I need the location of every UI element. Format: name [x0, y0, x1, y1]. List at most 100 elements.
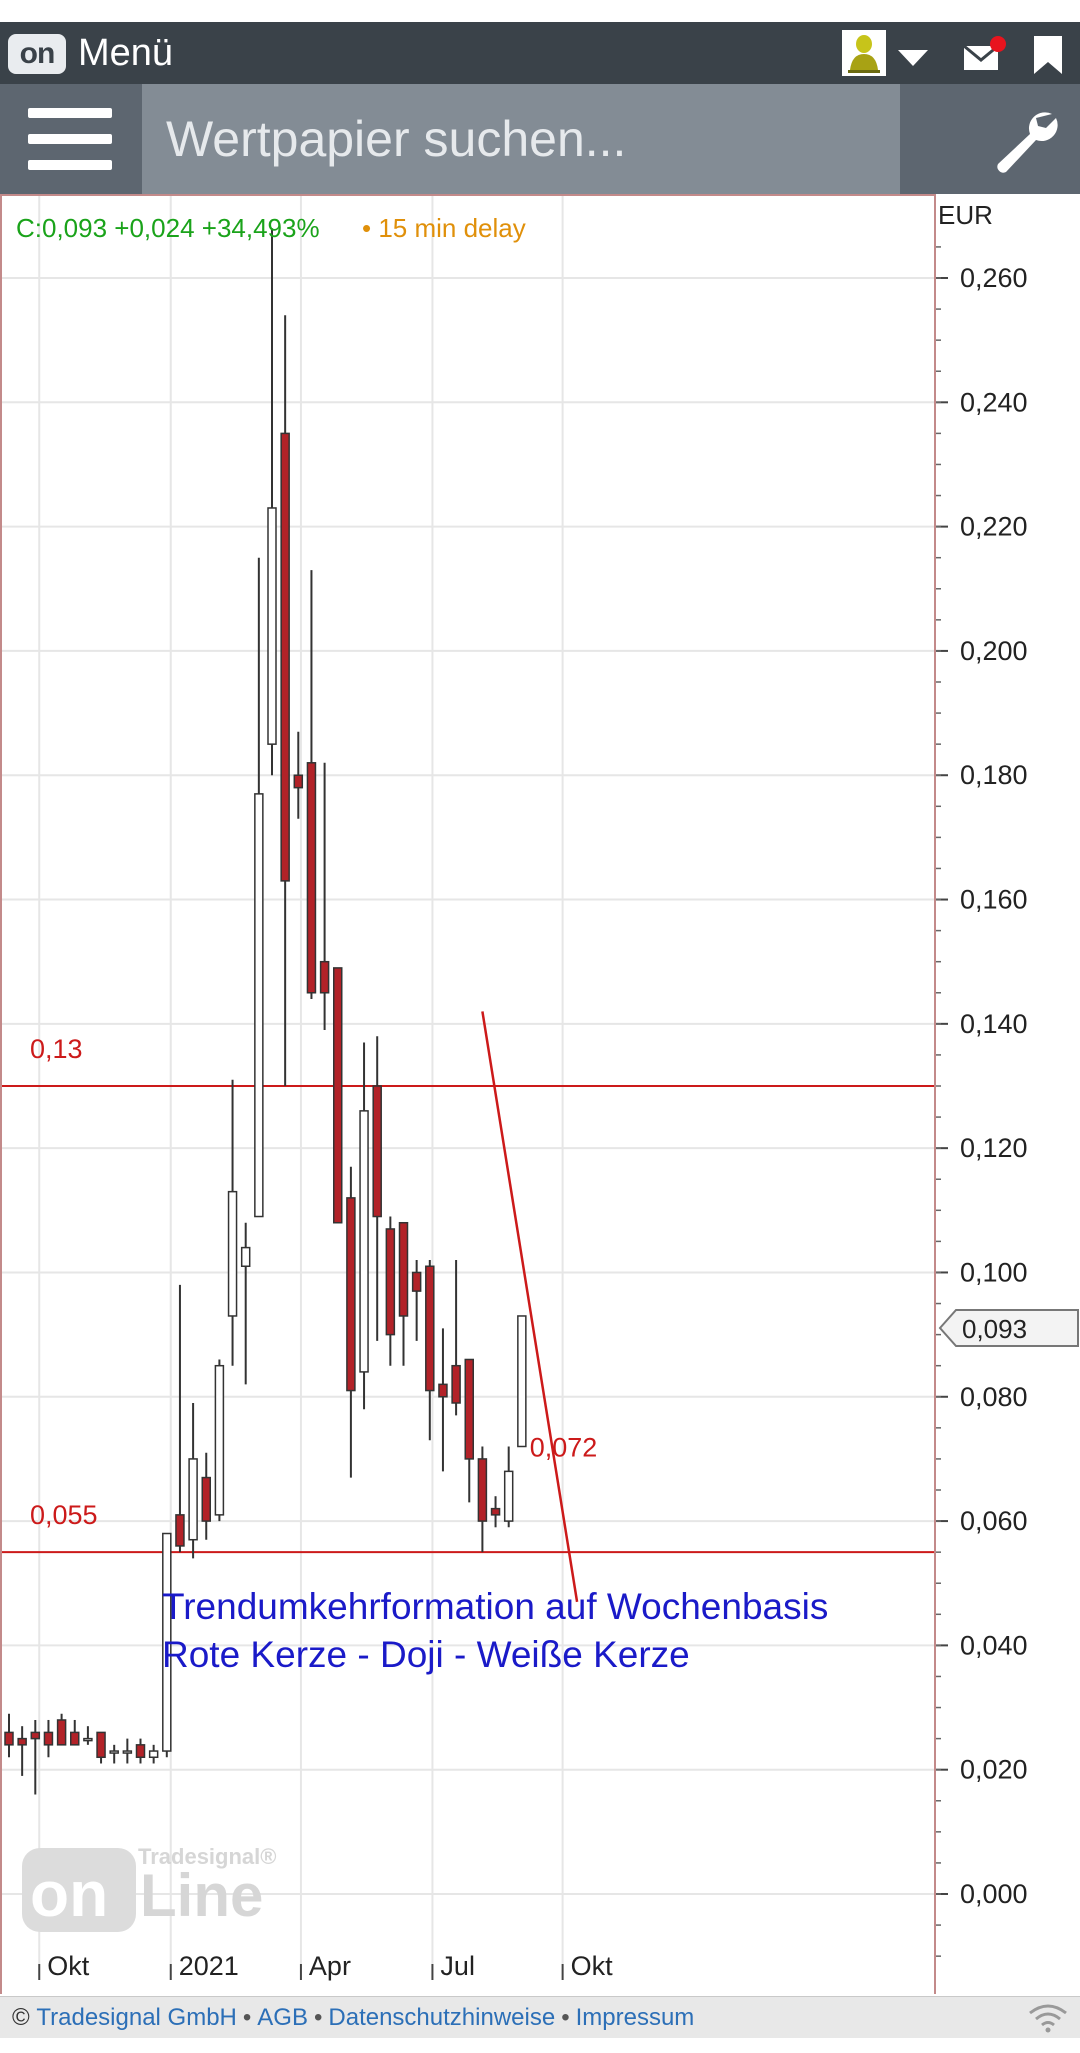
currency-label: EUR [938, 200, 993, 230]
candle [438, 1328, 448, 1472]
footer-link-tradesignal[interactable]: Tradesignal GmbH [36, 2003, 237, 2031]
y-tick-label: 0,220 [960, 512, 1028, 542]
candle [333, 967, 343, 1224]
candle [398, 1221, 409, 1366]
candle-body-bearish [464, 1358, 474, 1460]
candle-body-bearish [306, 762, 317, 994]
chart-area[interactable]: on Line Tradesignal® 0,260 0,240 0,220 0,200 0… [0, 194, 1080, 1994]
candle [135, 1738, 146, 1764]
quote-delay-text: • 15 min delay [362, 213, 526, 243]
candle [411, 1260, 422, 1341]
candle [56, 1713, 67, 1746]
quote-close-text: C:0,093 +0,024 +34,493% [16, 213, 320, 243]
candle-body-bullish [503, 1470, 514, 1522]
candle-body-bearish [411, 1271, 422, 1292]
wifi-icon [1029, 2004, 1067, 2033]
trend-point-label: 0,072 [530, 1432, 598, 1462]
candle-body-bearish [477, 1458, 488, 1522]
candle [293, 731, 304, 819]
hline-label: 0,055 [30, 1500, 98, 1530]
footer-link-agb[interactable]: AGB [257, 2003, 308, 2031]
candle-body-bearish [4, 1731, 14, 1746]
candle [306, 570, 317, 999]
candle [96, 1731, 106, 1764]
candle-body-bullish [214, 1364, 225, 1516]
candle [254, 557, 264, 1218]
y-tick-label: 0,180 [960, 760, 1028, 790]
candle-body-bearish [425, 1265, 435, 1392]
candle [240, 1222, 251, 1385]
hamburger-menu-icon[interactable] [28, 106, 112, 172]
mail-icon[interactable] [962, 36, 1006, 74]
y-tick-label: 0,160 [960, 885, 1028, 915]
candle [372, 1036, 382, 1341]
candle [464, 1358, 474, 1503]
candle-body-bearish [372, 1085, 382, 1218]
chevron-down-icon[interactable] [898, 48, 928, 68]
candle-body-bearish [346, 1197, 356, 1392]
candle-body-bearish [333, 967, 343, 1224]
candle [319, 762, 330, 1031]
copyright-symbol: © [12, 2003, 30, 2031]
y-tick-label: 0,100 [960, 1257, 1028, 1287]
watermark-on-box [22, 1848, 136, 1932]
candle-body-bullish [83, 1737, 93, 1742]
candle-body-bullish [359, 1110, 369, 1373]
footer-link-impressum[interactable]: Impressum [575, 2003, 695, 2031]
candle-body-bearish [135, 1744, 146, 1759]
candle [385, 1216, 396, 1366]
watermark-tradesignal-text: Tradesignal® [138, 1844, 276, 1869]
onvista-logo[interactable]: on [8, 34, 66, 74]
candle [267, 228, 277, 776]
y-tick-label: 0,140 [960, 1009, 1028, 1039]
y-tick-label: 0,260 [960, 263, 1028, 293]
candle [477, 1446, 488, 1553]
candle-body-bullish [517, 1315, 527, 1448]
candle [83, 1726, 93, 1745]
candle [148, 1744, 159, 1764]
candle [227, 1079, 238, 1366]
y-tick-label: 0,000 [960, 1879, 1028, 1909]
candle [17, 1726, 27, 1776]
candle [201, 1452, 211, 1540]
candle-body-bearish [96, 1731, 106, 1759]
wrench-icon[interactable] [990, 106, 1060, 176]
y-tick-label: 0,200 [960, 636, 1028, 666]
y-tick-label: 0,060 [960, 1506, 1028, 1536]
candle [214, 1359, 225, 1522]
candle-body-bearish [451, 1364, 461, 1404]
candle [425, 1260, 435, 1441]
candle-body-bullish [254, 793, 264, 1218]
candle-body-bullish [162, 1532, 172, 1752]
footer-link-datenschutz[interactable]: Datenschutzhinweise [328, 2003, 556, 2031]
candle-body-bearish [398, 1221, 409, 1317]
y-tick-label: 0,020 [960, 1755, 1028, 1785]
footer: © Tradesignal GmbH • AGB • Datenschutzhi… [0, 1996, 1080, 2038]
search-input[interactable] [142, 84, 900, 194]
y-tick-label: 0,040 [960, 1630, 1028, 1660]
candle-body-bearish [70, 1731, 80, 1746]
candle-body-bullish [267, 507, 277, 745]
x-tick-label: Apr [309, 1951, 351, 1981]
candle [70, 1719, 80, 1746]
logo-text: on [19, 37, 56, 70]
candle-body-bearish [438, 1383, 448, 1398]
x-tick-label: Okt [47, 1951, 90, 1981]
hline-label: 0,13 [30, 1034, 83, 1064]
candle [30, 1719, 41, 1795]
bookmark-icon[interactable] [1032, 34, 1064, 76]
candle [188, 1402, 198, 1559]
candle [346, 1166, 356, 1478]
user-icon[interactable] [842, 30, 886, 76]
candle-body-bearish [201, 1476, 211, 1522]
menu-label[interactable]: Menü [78, 32, 174, 74]
candle-body-bearish [385, 1228, 396, 1336]
candle [162, 1532, 172, 1758]
candle [359, 1042, 369, 1410]
current-price-marker: 0,093 [938, 1309, 1079, 1347]
candle-body-bearish [490, 1507, 501, 1516]
candle-body-bullish [148, 1750, 159, 1759]
candle [43, 1719, 54, 1758]
